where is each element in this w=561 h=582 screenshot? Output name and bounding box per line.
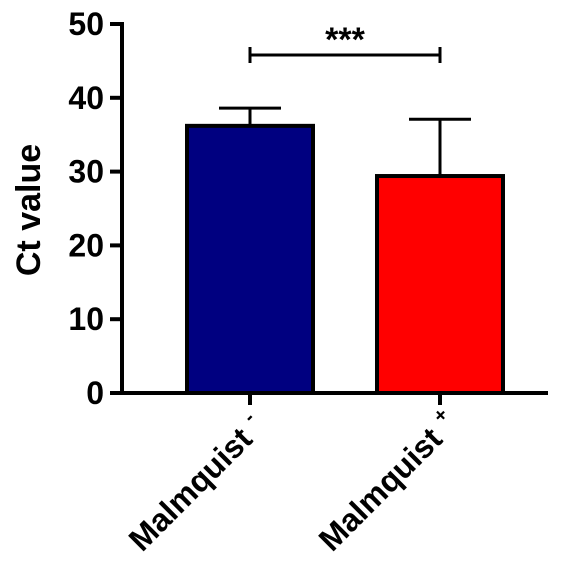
y-axis-title: Ct value <box>10 144 48 276</box>
bars <box>185 123 505 396</box>
x-tick-label-group: Malmquist+ <box>312 404 453 558</box>
x-tick-label-group: Malmquist- <box>122 407 260 558</box>
error-bars <box>219 106 471 177</box>
y-tick-label: 50 <box>68 6 104 42</box>
significance-label: *** <box>325 21 365 59</box>
x-tick-label-superscript: - <box>239 407 259 427</box>
x-axis: Malmquist-Malmquist+ <box>120 391 548 558</box>
y-tick-label: 20 <box>68 227 104 263</box>
y-tick-label: 30 <box>68 154 104 190</box>
significance-annotation: *** <box>248 21 442 63</box>
y-tick-label: 40 <box>68 80 104 116</box>
x-tick-label: Malmquist <box>122 420 260 558</box>
bar <box>185 123 315 396</box>
x-tick-label: Malmquist <box>312 420 450 558</box>
x-tick-label-superscript: + <box>429 404 453 428</box>
y-axis: 0 10 20 30 40 50 <box>68 6 124 411</box>
y-tick-label: 0 <box>86 375 104 411</box>
bar <box>375 174 505 395</box>
y-tick-label: 10 <box>68 301 104 337</box>
